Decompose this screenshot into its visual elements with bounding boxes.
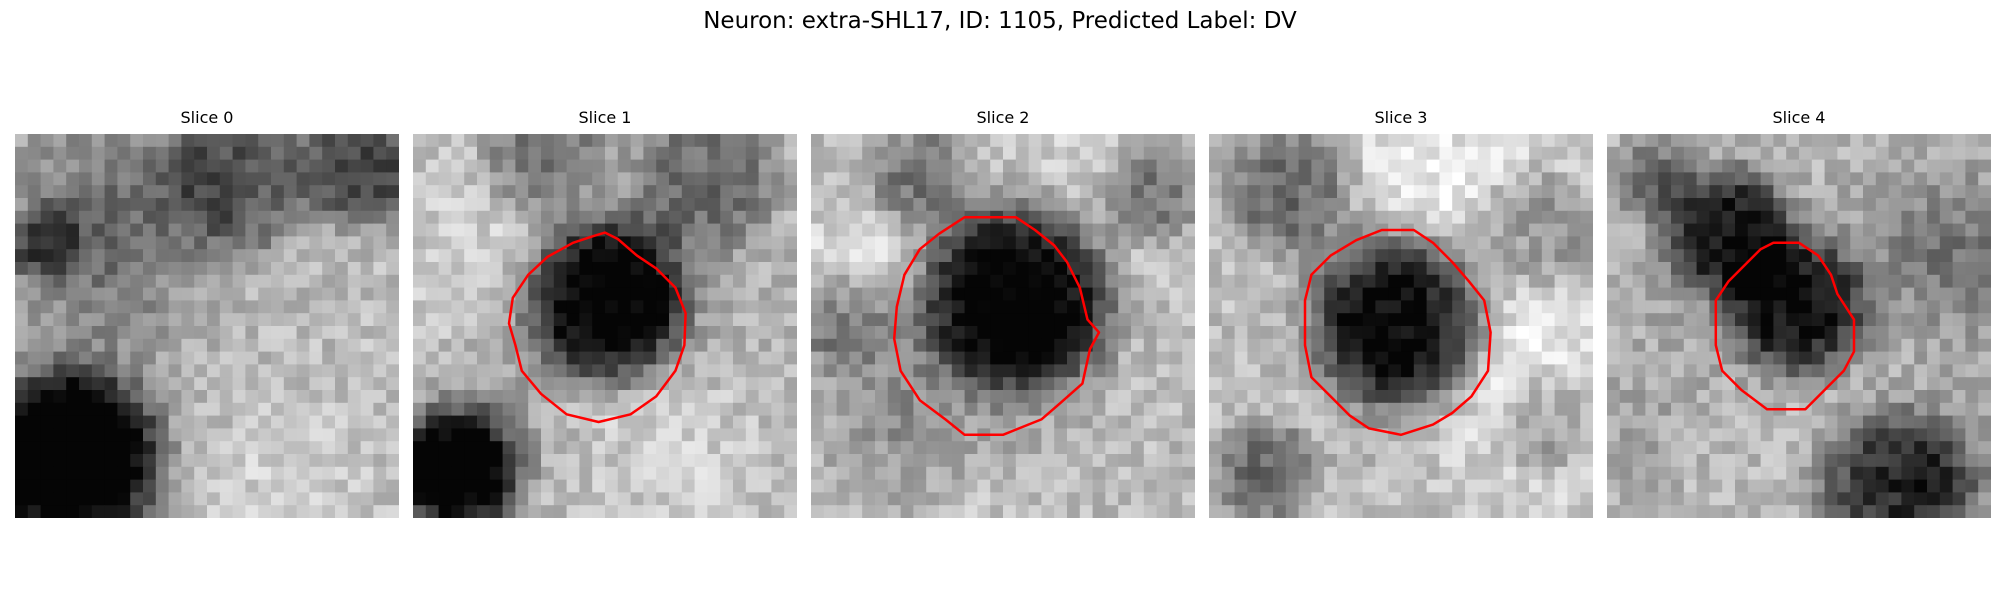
slice-panel-3: Slice 3 bbox=[1209, 108, 1593, 520]
figure-title: Neuron: extra-SHL17, ID: 1105, Predicted… bbox=[703, 8, 1297, 34]
slice-title: Slice 0 bbox=[180, 108, 234, 127]
pixel-grid bbox=[413, 134, 797, 518]
slice-title: Slice 3 bbox=[1374, 108, 1428, 127]
slice-panel-2: Slice 2 bbox=[811, 108, 1195, 520]
slice-image bbox=[15, 134, 399, 518]
pixel-grid bbox=[811, 134, 1195, 518]
pixel-grid bbox=[15, 134, 399, 518]
slice-image bbox=[811, 134, 1195, 518]
slice-title: Slice 4 bbox=[1772, 108, 1826, 127]
segmentation-contour bbox=[892, 215, 1101, 437]
slice-panel-1: Slice 1 bbox=[413, 108, 797, 520]
segmentation-contour bbox=[507, 231, 687, 424]
slice-panel-0: Slice 0 bbox=[15, 108, 399, 520]
slice-image bbox=[413, 134, 797, 518]
slice-image bbox=[1607, 134, 1991, 518]
segmentation-contour bbox=[1303, 228, 1492, 437]
pixel-grid bbox=[1607, 134, 1991, 518]
segmentation-contour bbox=[1714, 241, 1856, 411]
slice-panel-4: Slice 4 bbox=[1607, 108, 1991, 520]
slice-image bbox=[1209, 134, 1593, 518]
slice-title: Slice 1 bbox=[578, 108, 632, 127]
pixel-grid bbox=[1209, 134, 1593, 518]
slice-title: Slice 2 bbox=[976, 108, 1030, 127]
